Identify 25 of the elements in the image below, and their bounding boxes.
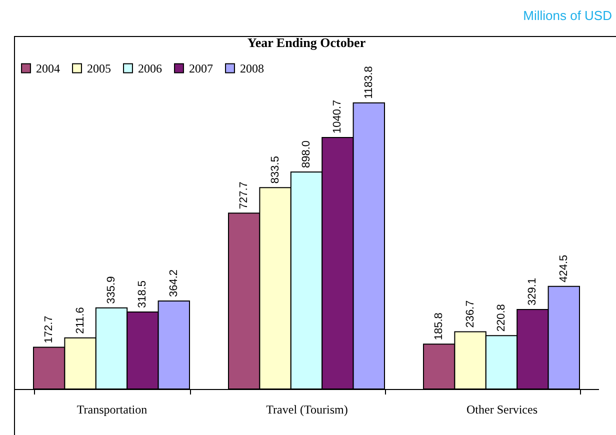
legend-label: 2005	[87, 61, 111, 76]
data-label: 185.8	[433, 312, 446, 340]
x-tick-label: Transportation	[76, 402, 148, 416]
data-label: 727.7	[238, 182, 250, 210]
chart-title: Year Ending October	[247, 35, 366, 50]
legend-label: 2007	[189, 61, 213, 76]
data-label: 220.8	[496, 304, 508, 332]
data-label: 364.2	[168, 269, 180, 297]
x-tick-label: Travel (Tourism)	[266, 402, 348, 416]
data-label: 236.7	[464, 300, 476, 328]
data-label: 172.7	[43, 316, 56, 344]
text: Millions of USD	[523, 8, 612, 23]
legend-label: 2004	[36, 61, 60, 76]
data-label: 833.5	[269, 156, 282, 184]
data-label: 424.5	[558, 254, 570, 282]
data-label: 1183.8	[362, 66, 375, 99]
data-label: 211.6	[74, 307, 86, 334]
legend-label: 2006	[138, 61, 162, 76]
x-tick-label: Other Services	[466, 402, 538, 416]
data-label: 1040.7	[332, 100, 344, 134]
data-label: 335.9	[106, 276, 118, 304]
data-label: 329.1	[526, 278, 539, 306]
data-label: 318.5	[136, 280, 149, 308]
data-label: 898.0	[300, 140, 312, 168]
legend-label: 2008	[240, 61, 264, 76]
